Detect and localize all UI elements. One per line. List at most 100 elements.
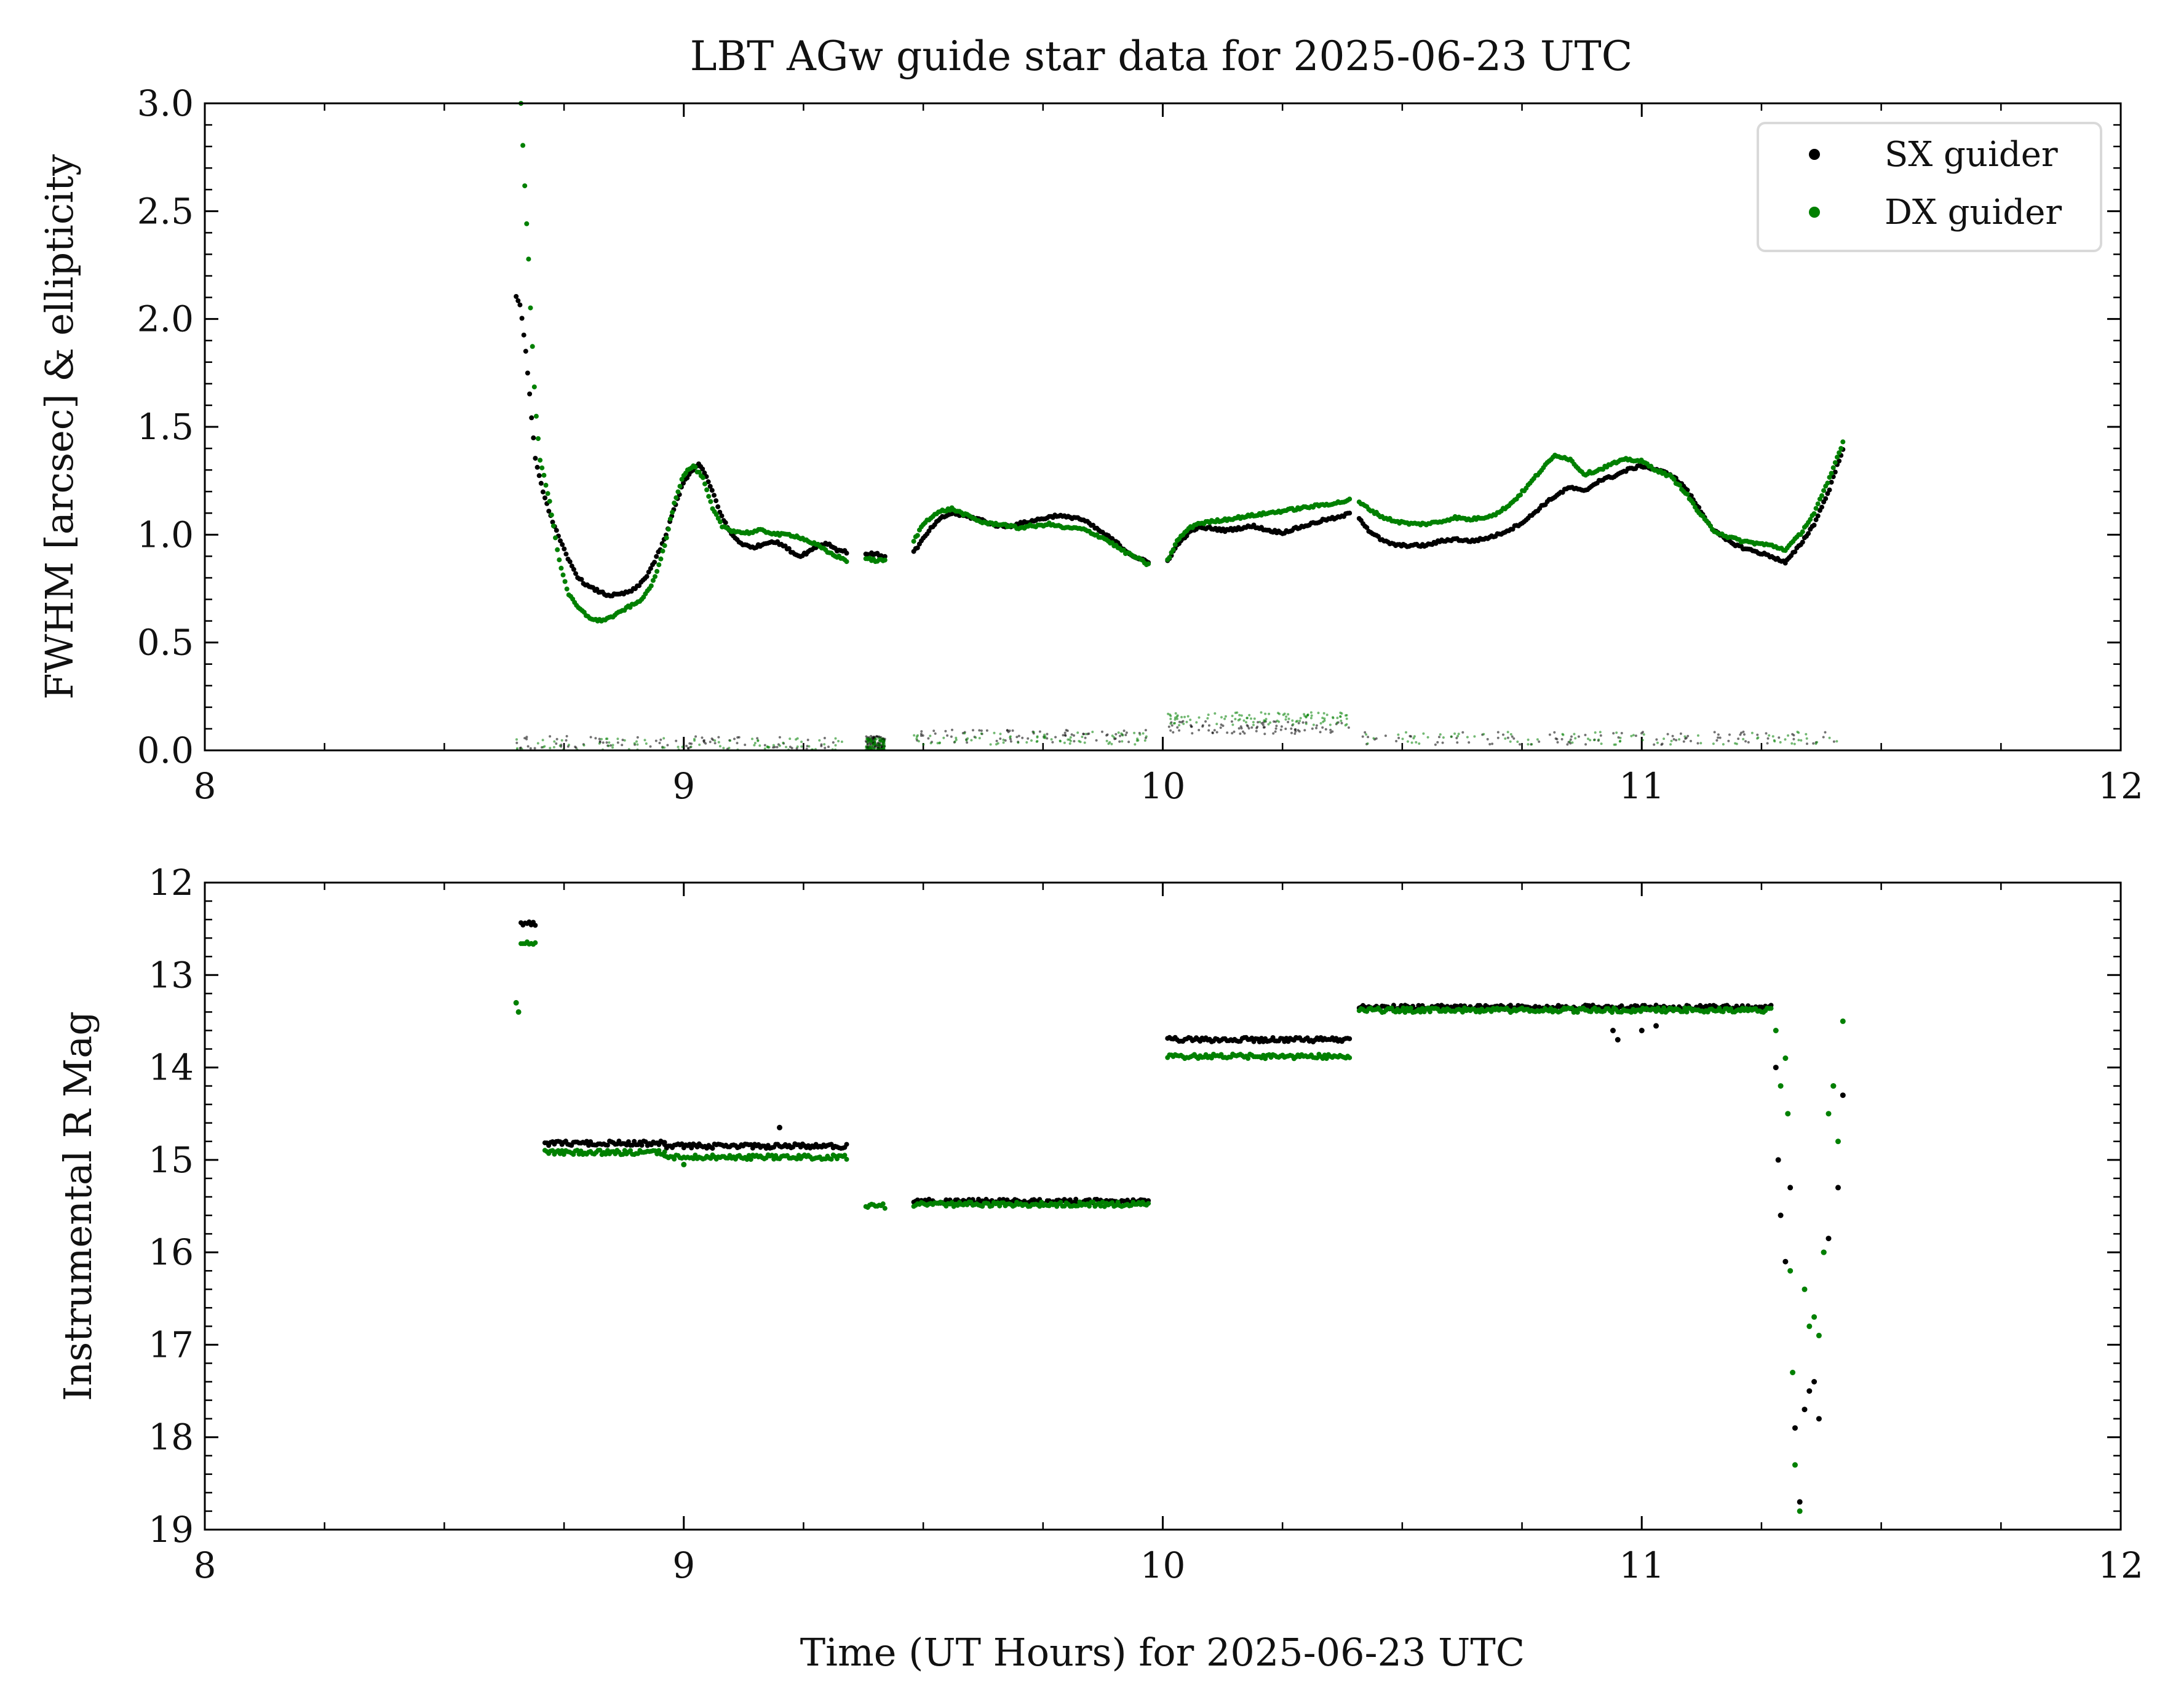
ellipticity-point xyxy=(552,745,555,749)
ellipticity-point xyxy=(1176,717,1178,720)
magnitude-point xyxy=(550,1148,555,1153)
ellipticity-point xyxy=(1261,723,1265,726)
ellipticity-point xyxy=(1669,743,1672,746)
fwhm-point xyxy=(709,488,715,493)
ellipticity-point xyxy=(766,745,769,749)
fwhm-point xyxy=(1146,561,1151,566)
ellipticity-point xyxy=(1207,729,1210,732)
magnitude-point xyxy=(1110,1200,1115,1206)
ellipticity-point xyxy=(1456,741,1459,744)
ellipticity-point xyxy=(1182,722,1185,725)
magnitude-outlier-point xyxy=(1787,1185,1794,1191)
fwhm-point xyxy=(538,458,543,463)
ellipticity-point xyxy=(1630,734,1633,737)
ellipticity-point xyxy=(1182,720,1185,723)
ellipticity-point xyxy=(800,745,803,748)
ellipticity-point xyxy=(1765,732,1768,735)
fwhm-point xyxy=(704,487,710,493)
legend-label-sx: SX guider xyxy=(1885,135,2058,175)
magnitude-point xyxy=(771,1156,777,1162)
fwhm-point xyxy=(1827,475,1832,480)
fwhm-point xyxy=(1837,458,1842,464)
fwhm-point xyxy=(1819,493,1824,498)
fwhm-point xyxy=(702,481,707,487)
ellipticity-point xyxy=(666,744,669,747)
ellipticity-point xyxy=(1293,728,1297,731)
fwhm-point xyxy=(1792,549,1798,555)
legend: SX guider DX guider xyxy=(1757,122,2102,252)
ellipticity-point xyxy=(1303,729,1306,732)
fwhm-point xyxy=(550,519,555,525)
magnitude-outlier-point xyxy=(515,1009,522,1015)
magnitude-point xyxy=(710,1146,715,1151)
ellipticity-point xyxy=(999,737,1002,740)
ellipticity-point xyxy=(1124,734,1127,736)
ellipticity-point xyxy=(1111,734,1114,737)
ellipticity-point xyxy=(1556,741,1559,744)
fwhm-point xyxy=(679,477,685,482)
magnitude-point xyxy=(1087,1204,1092,1209)
ellipticity-point xyxy=(659,738,662,741)
ellipticity-point xyxy=(1442,736,1445,739)
ellipticity-point xyxy=(1315,724,1318,727)
fwhm-point xyxy=(553,535,558,541)
magnitude-point xyxy=(744,1157,750,1162)
ellipticity-point xyxy=(978,737,981,740)
ellipticity-point xyxy=(1135,739,1138,742)
ellipticity-point xyxy=(879,737,882,740)
ellipticity-point xyxy=(1792,734,1795,737)
ellipticity-point xyxy=(1292,723,1295,726)
magnitude-point xyxy=(1408,1006,1413,1011)
magnitude-point xyxy=(1418,1009,1423,1015)
ellipticity-point xyxy=(1612,732,1615,735)
ellipticity-point xyxy=(1240,714,1243,717)
fwhm-point xyxy=(1677,482,1682,488)
fwhm-point xyxy=(541,472,547,478)
magnitude-outlier-point xyxy=(1821,1249,1827,1255)
fwhm-point xyxy=(546,509,552,514)
ellipticity-point xyxy=(1030,739,1033,742)
ellipticity-point xyxy=(1619,736,1622,739)
magnitude-outlier-point xyxy=(1797,1508,1803,1514)
ellipticity-point xyxy=(1272,732,1275,735)
ellipticity-point xyxy=(1587,737,1589,741)
ellipticity-point xyxy=(1756,733,1759,736)
ellipticity-point xyxy=(694,735,697,738)
ellipticity-point xyxy=(1538,740,1541,743)
ellipticity-point xyxy=(1311,727,1314,730)
ellipticity-point xyxy=(1189,718,1192,721)
ellipticity-point xyxy=(823,743,826,746)
fwhm-point xyxy=(1832,460,1838,466)
ellipticity-point xyxy=(565,739,568,742)
ellipticity-point xyxy=(1561,733,1564,736)
ellipticity-point xyxy=(1180,716,1183,718)
magnitude-point xyxy=(1661,1005,1667,1011)
ellipticity-point xyxy=(1185,720,1188,723)
magnitude-outlier-point xyxy=(1806,1388,1813,1394)
ellipticity-point xyxy=(1113,736,1116,739)
fwhm-point xyxy=(531,435,536,440)
ellipticity-point xyxy=(1285,715,1288,718)
fwhm-point xyxy=(534,464,540,470)
ellipticity-point xyxy=(1410,741,1413,744)
fwhm-point xyxy=(562,579,568,584)
ellipticity-point xyxy=(1201,724,1204,727)
ellipticity-point xyxy=(1038,730,1041,733)
ellipticity-point xyxy=(1215,731,1218,734)
ellipticity-point xyxy=(1125,731,1128,734)
ellipticity-point xyxy=(1743,733,1746,736)
ellipticity-point xyxy=(722,747,725,750)
fwhm-plot-frame xyxy=(204,102,2122,752)
ellipticity-point xyxy=(753,744,756,747)
ellipticity-point xyxy=(1744,740,1747,743)
ellipticity-point xyxy=(806,739,809,741)
fwhm-point xyxy=(700,475,705,480)
fwhm-point xyxy=(693,464,698,470)
ellipticity-point xyxy=(1742,730,1745,733)
ellipticity-point xyxy=(1172,722,1175,725)
magnitude-point xyxy=(639,1143,645,1148)
ellipticity-point xyxy=(1322,712,1325,715)
ellipticity-point xyxy=(643,739,646,742)
fwhm-point xyxy=(1685,491,1690,497)
ellipticity-point xyxy=(1220,716,1223,719)
